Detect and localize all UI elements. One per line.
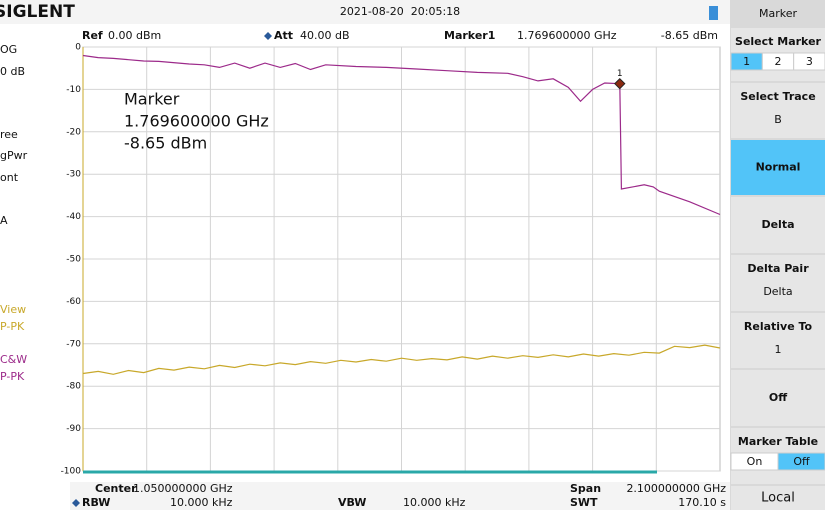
rbw-label: RBW — [82, 496, 110, 509]
marker-annotation: 1.769600000 GHz — [124, 112, 269, 131]
menu-value: Delta — [763, 285, 792, 298]
menu-footer-button[interactable] — [731, 486, 825, 510]
menu-label: Select Marker — [735, 35, 821, 48]
menu-button[interactable] — [731, 370, 825, 426]
menu-button[interactable] — [731, 83, 825, 138]
att: 40.00 dB — [300, 29, 350, 42]
menu-option-label: 2 — [775, 55, 782, 68]
trace — [82, 54, 721, 216]
datetime: 2021-08-20 20:05:18 — [340, 5, 460, 18]
menu-label: Delta — [761, 218, 794, 231]
menu: Marker Select Marker 1 2 3 Select Trace B Norma… — [730, 0, 825, 510]
logo: SIGLENT — [0, 2, 75, 22]
center: 1.050000000 GHz — [133, 482, 233, 495]
ref-label: Ref — [82, 29, 103, 42]
marker-number: 1 — [617, 69, 623, 79]
menu-button[interactable] — [731, 140, 825, 195]
left-label: ont — [0, 171, 19, 184]
span-label: Span — [570, 482, 601, 495]
menu-label: Normal — [756, 161, 801, 174]
left-panel: OG 0 dB ree gPwr ont A View P-PK C&W P-PK — [0, 43, 28, 383]
y-tick-label: -20 — [66, 127, 81, 137]
menu-label: Delta Pair — [747, 262, 809, 275]
marker-freq: 1.769600000 GHz — [517, 29, 617, 42]
y-tick-label: -10 — [66, 85, 81, 95]
y-tick-label: -40 — [66, 212, 81, 222]
battery-icon — [709, 6, 718, 20]
menu-option[interactable] — [793, 52, 825, 71]
left-label: C&W — [0, 353, 27, 366]
left-label: OG — [0, 43, 17, 56]
menu-label: Select Trace — [740, 90, 815, 103]
y-tick-label: 0 — [75, 43, 81, 53]
y-tick-label: -90 — [66, 424, 81, 434]
menu-label: Marker Table — [738, 435, 818, 448]
center-label: Center — [95, 482, 137, 495]
y-tick-label: -60 — [66, 297, 81, 307]
marker-point — [614, 77, 626, 90]
rbw: 10.000 kHz — [170, 496, 233, 509]
bottom-bar — [70, 482, 730, 510]
y-tick-label: -80 — [66, 382, 81, 392]
menu-label: Off — [769, 391, 787, 404]
att-icon — [264, 32, 272, 40]
span: 2.100000000 GHz — [626, 482, 726, 495]
menu-option-label: Off — [793, 455, 810, 468]
swt: 170.10 s — [678, 496, 726, 509]
y-tick-label: -30 — [66, 170, 81, 180]
left-label: P-PK — [0, 320, 25, 333]
y-tick-label: -100 — [61, 467, 82, 477]
menu-value: B — [774, 113, 782, 126]
menu-footer: Local — [761, 491, 795, 506]
swt-label: SWT — [570, 496, 598, 509]
menu-option-label: 3 — [806, 55, 813, 68]
menu-button[interactable] — [731, 197, 825, 253]
menu-title: Marker — [759, 7, 797, 20]
menu-button[interactable] — [731, 255, 825, 311]
left-label: 0 dB — [0, 65, 25, 78]
top-bar — [0, 0, 730, 24]
menu-value: 1 — [775, 343, 782, 356]
left-label: View — [0, 303, 26, 316]
y-tick-label: -70 — [66, 339, 81, 349]
marker-label: Marker1 — [444, 29, 495, 42]
menu-label: Relative To — [744, 320, 813, 333]
ref: 0.00 dBm — [108, 29, 161, 42]
menu-option-label: On — [747, 455, 763, 468]
left-label: gPwr — [0, 149, 28, 162]
vbw: 10.000 kHz — [403, 496, 466, 509]
menu-option[interactable] — [777, 452, 825, 471]
marker-annotation: -8.65 dBm — [124, 134, 207, 153]
left-label: P-PK — [0, 370, 25, 383]
left-label: ree — [0, 128, 18, 141]
rbw-icon — [72, 499, 80, 507]
y-tick-label: -50 — [66, 255, 81, 265]
att-label: Att — [274, 29, 293, 42]
marker-annotation: Marker — [124, 90, 180, 109]
menu-button[interactable] — [731, 313, 825, 368]
vbw-label: VBW — [338, 496, 366, 509]
marker-level: -8.65 dBm — [661, 29, 718, 42]
menu-option-label: 1 — [743, 55, 750, 68]
trace — [82, 344, 721, 375]
left-label: A — [0, 214, 8, 227]
plot: 0 -10 -20 -30 -40 -50 -60 -70 -80 -90 -100 1 Marker 1… — [61, 43, 721, 477]
